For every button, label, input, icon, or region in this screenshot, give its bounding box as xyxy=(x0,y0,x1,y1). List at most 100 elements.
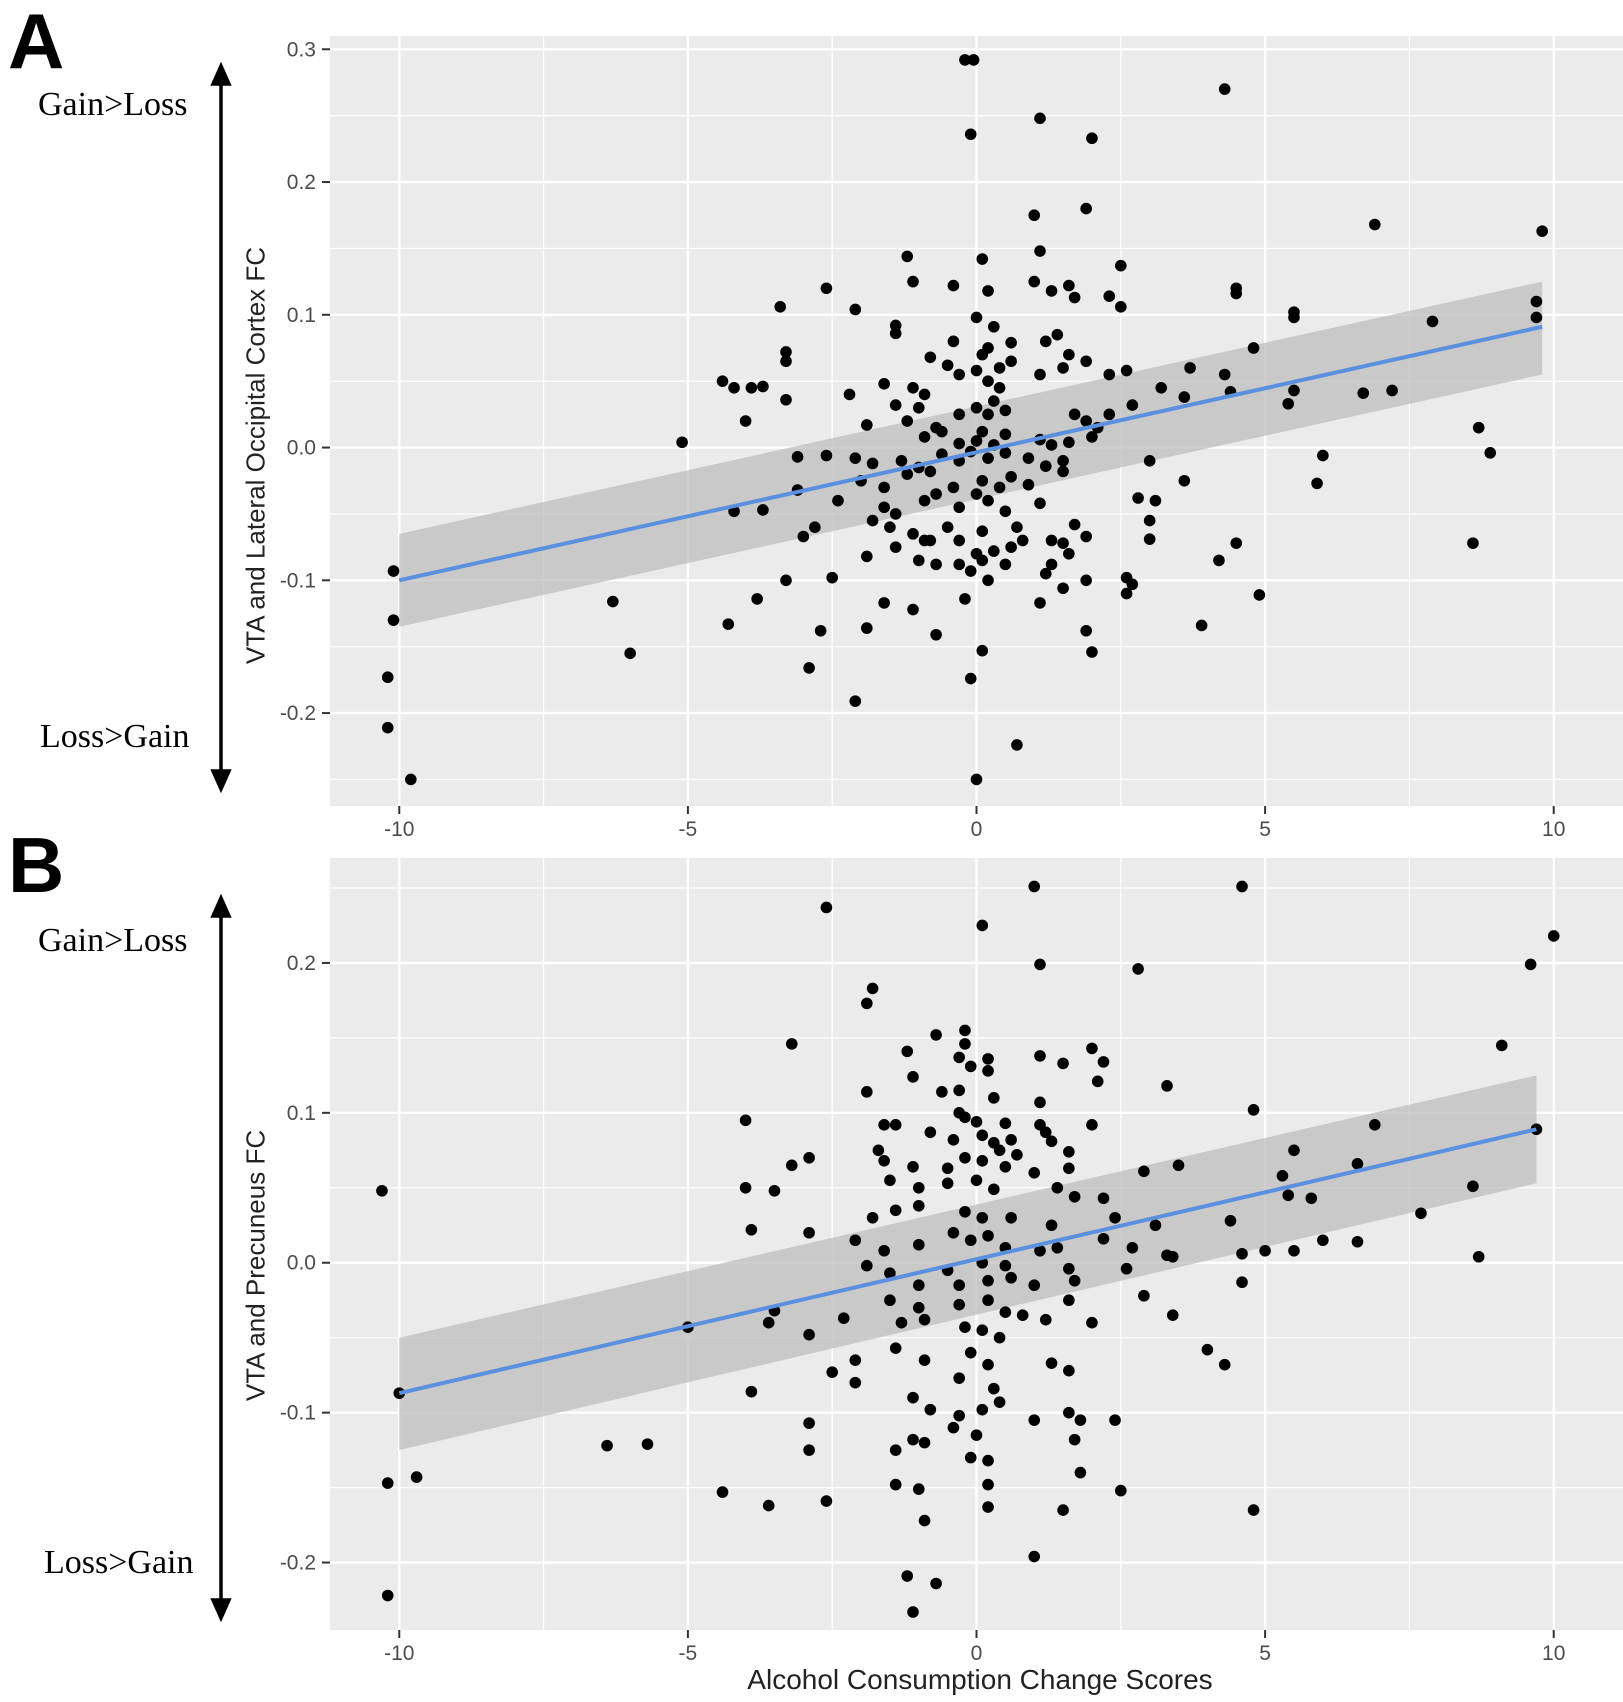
data-point xyxy=(982,1478,994,1491)
data-point xyxy=(849,1376,862,1389)
data-point xyxy=(1028,880,1041,893)
data-point xyxy=(1495,1039,1508,1052)
data-point xyxy=(762,1499,775,1512)
data-point xyxy=(976,1324,989,1336)
data-point xyxy=(1472,1250,1485,1263)
data-point xyxy=(912,401,925,414)
data-point xyxy=(1034,245,1046,257)
data-point xyxy=(982,1065,994,1077)
data-point xyxy=(1034,1244,1046,1257)
data-point xyxy=(1057,455,1069,467)
data-point xyxy=(716,375,729,387)
data-point xyxy=(1253,589,1266,601)
data-point xyxy=(970,1429,983,1441)
data-point xyxy=(1068,1274,1081,1287)
data-point xyxy=(1028,1550,1041,1563)
data-point xyxy=(924,351,937,364)
data-point xyxy=(1080,530,1092,543)
y-tick-label: 0.0 xyxy=(287,437,316,460)
data-point xyxy=(803,1152,815,1164)
y-tick-label: -0.1 xyxy=(280,569,316,592)
data-point xyxy=(849,1234,862,1247)
data-point xyxy=(901,415,914,427)
data-point xyxy=(964,128,977,141)
data-point xyxy=(878,501,890,514)
data-point xyxy=(924,1403,937,1416)
data-point xyxy=(1080,415,1092,427)
data-point xyxy=(1063,1146,1075,1158)
data-point xyxy=(901,468,914,480)
data-point xyxy=(1276,1169,1289,1182)
data-point xyxy=(976,474,989,487)
data-point xyxy=(912,554,925,567)
data-point xyxy=(953,368,965,381)
data-point xyxy=(970,401,983,414)
data-point xyxy=(381,1477,394,1489)
data-point xyxy=(941,521,954,534)
x-tick-label: 0 xyxy=(971,1642,983,1665)
panel-a-bottom-label: Loss>Gain xyxy=(40,718,190,755)
data-point xyxy=(907,1606,919,1618)
data-point xyxy=(762,1316,775,1329)
data-point xyxy=(1086,431,1098,443)
y-tick-label: 0.2 xyxy=(287,952,316,975)
data-point xyxy=(843,388,856,401)
data-point xyxy=(988,1183,1000,1196)
data-point xyxy=(1415,1207,1427,1220)
data-point xyxy=(988,395,1000,407)
data-point xyxy=(982,1454,994,1467)
data-point xyxy=(901,1570,914,1582)
data-point xyxy=(953,1298,965,1311)
data-point xyxy=(959,1321,971,1333)
data-point xyxy=(970,311,983,324)
data-point xyxy=(861,419,873,431)
y-tick-label: 0.0 xyxy=(287,1252,316,1275)
data-point xyxy=(878,1119,890,1131)
data-point xyxy=(907,603,919,616)
data-point xyxy=(405,773,417,786)
chart-a: -10 -5 0 5 10 -0.2 -0.1 0.0 0.1 0.2 0.3 xyxy=(280,36,1623,841)
data-point xyxy=(1368,218,1381,231)
data-point xyxy=(1045,1219,1058,1232)
data-point xyxy=(1213,554,1225,567)
panel-b-bottom-label: Loss>Gain xyxy=(44,1544,194,1581)
data-point xyxy=(907,1433,919,1446)
data-point xyxy=(1218,368,1231,381)
data-point xyxy=(820,1495,833,1507)
data-point xyxy=(1051,1241,1064,1254)
data-point xyxy=(878,1244,890,1257)
data-point xyxy=(1230,287,1243,300)
panel-b-top-label: Gain>Loss xyxy=(38,922,188,959)
data-point xyxy=(1034,1050,1046,1062)
data-point xyxy=(1005,470,1017,483)
data-point xyxy=(953,1279,965,1292)
data-point xyxy=(936,448,948,460)
data-point xyxy=(387,614,400,626)
data-point xyxy=(901,250,914,263)
data-point xyxy=(964,1060,977,1073)
data-point xyxy=(1467,1180,1479,1193)
data-point xyxy=(889,1204,902,1217)
data-point xyxy=(959,54,971,66)
data-point xyxy=(1172,1159,1185,1172)
data-point xyxy=(930,1029,942,1041)
data-point xyxy=(988,1092,1000,1104)
data-point xyxy=(1201,1343,1214,1356)
data-point xyxy=(918,1514,931,1527)
data-point xyxy=(953,534,965,547)
data-point xyxy=(1039,567,1052,580)
data-point xyxy=(1086,646,1098,658)
data-point xyxy=(866,514,879,527)
data-point xyxy=(1051,328,1064,341)
data-point xyxy=(1166,1250,1179,1263)
data-point xyxy=(941,1162,954,1175)
data-point xyxy=(1530,295,1543,308)
data-point xyxy=(884,1174,896,1187)
data-point xyxy=(912,1238,925,1251)
data-point xyxy=(967,54,980,66)
data-point xyxy=(1547,930,1560,942)
data-point xyxy=(861,997,873,1010)
data-point xyxy=(1063,1162,1075,1175)
data-point xyxy=(941,1177,954,1190)
data-point xyxy=(1057,465,1069,478)
